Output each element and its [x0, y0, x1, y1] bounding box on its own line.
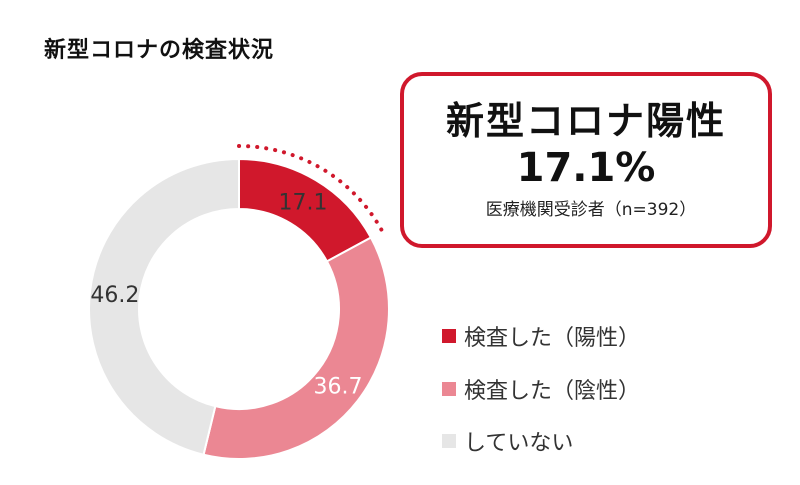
callout-note: 医療機関受診者（n=392）	[485, 200, 697, 220]
slice-value-label-3: 46.2	[90, 283, 139, 308]
highlight-callout: 新型コロナ陽性 17.1% 医療機関受診者（n=392）	[400, 72, 772, 248]
donut-slice-2	[202, 236, 390, 460]
chart-title: 新型コロナの検査状況	[44, 38, 275, 63]
legend-item-3: していない	[442, 425, 573, 457]
legend-label-1: 検査した（陽性）	[464, 326, 641, 351]
callout-headline: 新型コロナ陽性	[445, 99, 726, 143]
legend-swatch-2	[442, 382, 456, 396]
legend-item-1: 検査した（陽性）	[442, 320, 640, 352]
legend-label-3: していない	[464, 431, 574, 456]
legend-label-2: 検査した（陰性）	[464, 379, 641, 404]
callout-value: 17.1%	[516, 145, 656, 191]
legend-swatch-3	[442, 434, 456, 448]
slice-value-label-1: 17.1	[278, 191, 327, 216]
legend-item-2: 検査した（陰性）	[442, 373, 640, 405]
donut-slice-3	[88, 157, 240, 456]
legend-swatch-1	[442, 329, 456, 343]
slice-value-label-2: 36.7	[314, 374, 363, 399]
